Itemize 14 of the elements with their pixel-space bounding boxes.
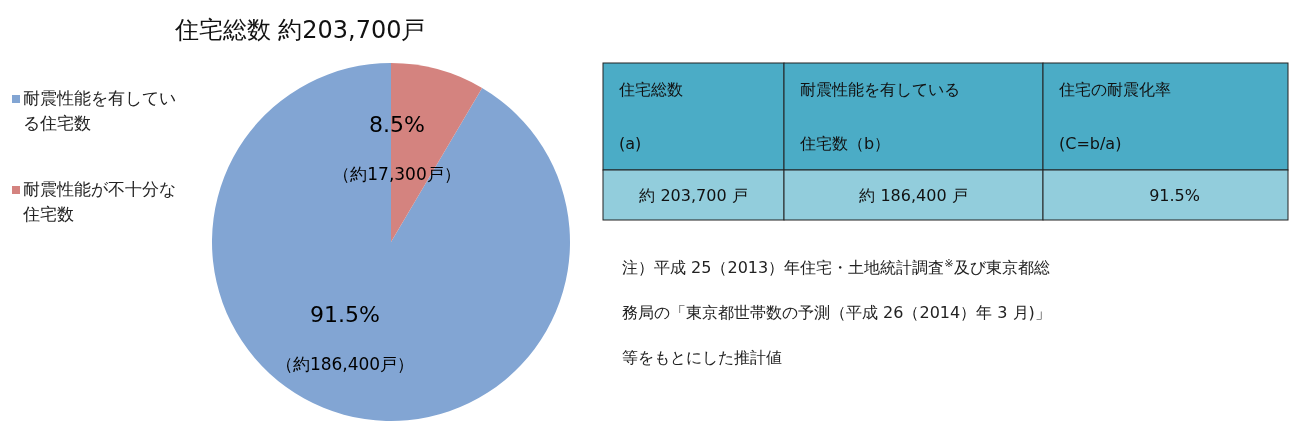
legend-label: 耐震性能が不十分な住宅数 — [22, 179, 176, 224]
text: 91.5% — [1149, 186, 1200, 205]
text: 耐震性能を有している住宅数（b） — [800, 80, 960, 153]
text: （約186,400戸） — [275, 353, 415, 374]
chart-title: 住宅総数 約203,700戸 — [173, 16, 426, 44]
legend-label: 耐震性能を有している住宅数 — [23, 88, 176, 133]
text: 約 186,400 戸 — [859, 186, 968, 205]
text: 住宅の耐震化率(C=b/a) — [1059, 80, 1171, 153]
pie-slice — [212, 63, 570, 421]
text: 住宅総数(a) — [619, 80, 683, 153]
text: 91.5% — [310, 301, 380, 327]
text: 約 203,700 戸 — [639, 186, 748, 205]
text: 注）平成 25（2013）年住宅・土地統計調査$^{※}$及び東京都総務局の「東京都世帯数の予測（平成 26（2014）年 3 月)」等をもとにした推計値 — [622, 256, 1051, 367]
text: 8.5% （約17,300戸） — [333, 112, 461, 185]
